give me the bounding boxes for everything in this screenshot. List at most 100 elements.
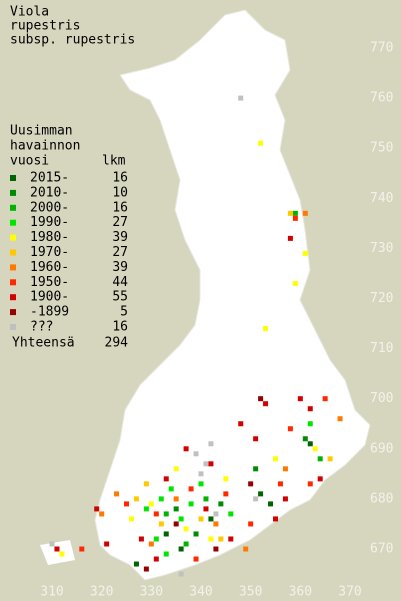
y-tick-label: 680: [370, 491, 393, 506]
observation-square: [223, 476, 229, 482]
observation-square: [307, 481, 313, 487]
x-tick-label: 310: [40, 585, 63, 600]
legend-swatch: [10, 234, 16, 241]
observation-square: [302, 210, 308, 216]
observation-square: [198, 471, 204, 477]
observation-square: [178, 546, 184, 552]
x-tick-label: 340: [189, 585, 212, 600]
observation-square: [49, 541, 55, 547]
y-tick-label: 690: [370, 441, 393, 456]
observation-square: [273, 456, 278, 462]
title-line: rupestris: [10, 19, 80, 34]
observation-square: [153, 511, 159, 517]
legend-swatch: [10, 189, 16, 196]
observation-square: [282, 466, 288, 472]
x-tick-label: 330: [140, 585, 163, 600]
observation-square: [312, 446, 318, 452]
legend-swatch: [10, 264, 16, 271]
observation-square: [163, 531, 169, 537]
observation-square: [198, 516, 204, 522]
observation-square: [213, 521, 219, 527]
observation-square: [218, 536, 224, 542]
observation-square: [173, 506, 179, 512]
legend-label: 1900-: [30, 290, 69, 305]
legend-label: -1899: [30, 305, 69, 320]
observation-square: [168, 486, 174, 492]
observation-square: [193, 451, 199, 457]
observation-square: [277, 481, 283, 487]
legend-header: Uusimman: [10, 124, 73, 139]
observation-square: [173, 521, 179, 527]
y-tick-label: 730: [370, 241, 393, 256]
observation-square: [183, 526, 189, 532]
observation-square: [143, 481, 149, 487]
observation-square: [124, 501, 129, 507]
observation-square: [193, 531, 199, 537]
legend-label: 1990-: [30, 215, 69, 230]
observation-square: [263, 401, 269, 407]
legend-count: 16: [112, 200, 128, 215]
observation-square: [173, 496, 179, 502]
observation-square: [317, 456, 323, 462]
observation-square: [287, 210, 293, 216]
legend-count-header: lkm: [102, 154, 126, 169]
observation-square: [133, 561, 139, 567]
legend-count: 39: [112, 230, 128, 245]
observation-square: [163, 551, 169, 557]
legend-swatch: [10, 309, 16, 316]
observation-square: [178, 516, 184, 522]
legend-swatch: [10, 204, 16, 211]
observation-square: [218, 501, 224, 507]
observation-square: [128, 516, 134, 522]
y-tick-label: 710: [370, 341, 393, 356]
y-tick-label: 670: [370, 542, 393, 557]
legend-label: 2015-: [30, 171, 69, 186]
observation-square: [282, 496, 288, 502]
observation-square: [188, 501, 194, 507]
legend-count: 44: [112, 275, 128, 290]
observation-square: [99, 511, 105, 517]
observation-square: [198, 481, 204, 487]
observation-square: [292, 215, 298, 221]
x-tick-label: 350: [239, 585, 262, 600]
observation-square: [213, 511, 219, 517]
observation-square: [208, 516, 214, 522]
legend-label: 1970-: [30, 245, 69, 260]
observation-square: [148, 541, 154, 547]
observation-square: [94, 506, 100, 512]
observation-square: [248, 481, 254, 487]
observation-square: [178, 571, 184, 577]
observation-square: [213, 546, 219, 552]
observation-square: [104, 541, 110, 547]
observation-square: [297, 396, 303, 402]
legend-count: 16: [112, 320, 128, 335]
finland-outline: [94, 9, 371, 581]
observation-square: [253, 466, 259, 472]
observation-square: [273, 516, 278, 522]
observation-square: [114, 491, 120, 497]
observation-square: [228, 511, 234, 517]
observation-square: [238, 421, 244, 427]
y-tick-label: 720: [370, 291, 393, 306]
observation-square: [183, 446, 189, 452]
observation-square: [263, 326, 269, 332]
observation-square: [307, 421, 313, 427]
observation-square: [258, 396, 264, 402]
observation-square: [287, 426, 293, 432]
observation-square: [148, 501, 154, 507]
observation-square: [59, 551, 65, 557]
y-tick-label: 740: [370, 191, 393, 206]
total-label: Yhteensä: [12, 336, 75, 351]
observation-square: [302, 436, 308, 442]
observation-square: [193, 556, 199, 562]
observation-square: [302, 250, 308, 256]
legend-label: 2000-: [30, 200, 69, 215]
observation-square: [203, 461, 209, 467]
legend-swatch: [10, 175, 16, 181]
observation-square: [153, 556, 159, 562]
observation-square: [208, 536, 214, 542]
observation-square: [248, 521, 254, 527]
observation-square: [258, 491, 264, 497]
observation-square: [238, 95, 244, 101]
